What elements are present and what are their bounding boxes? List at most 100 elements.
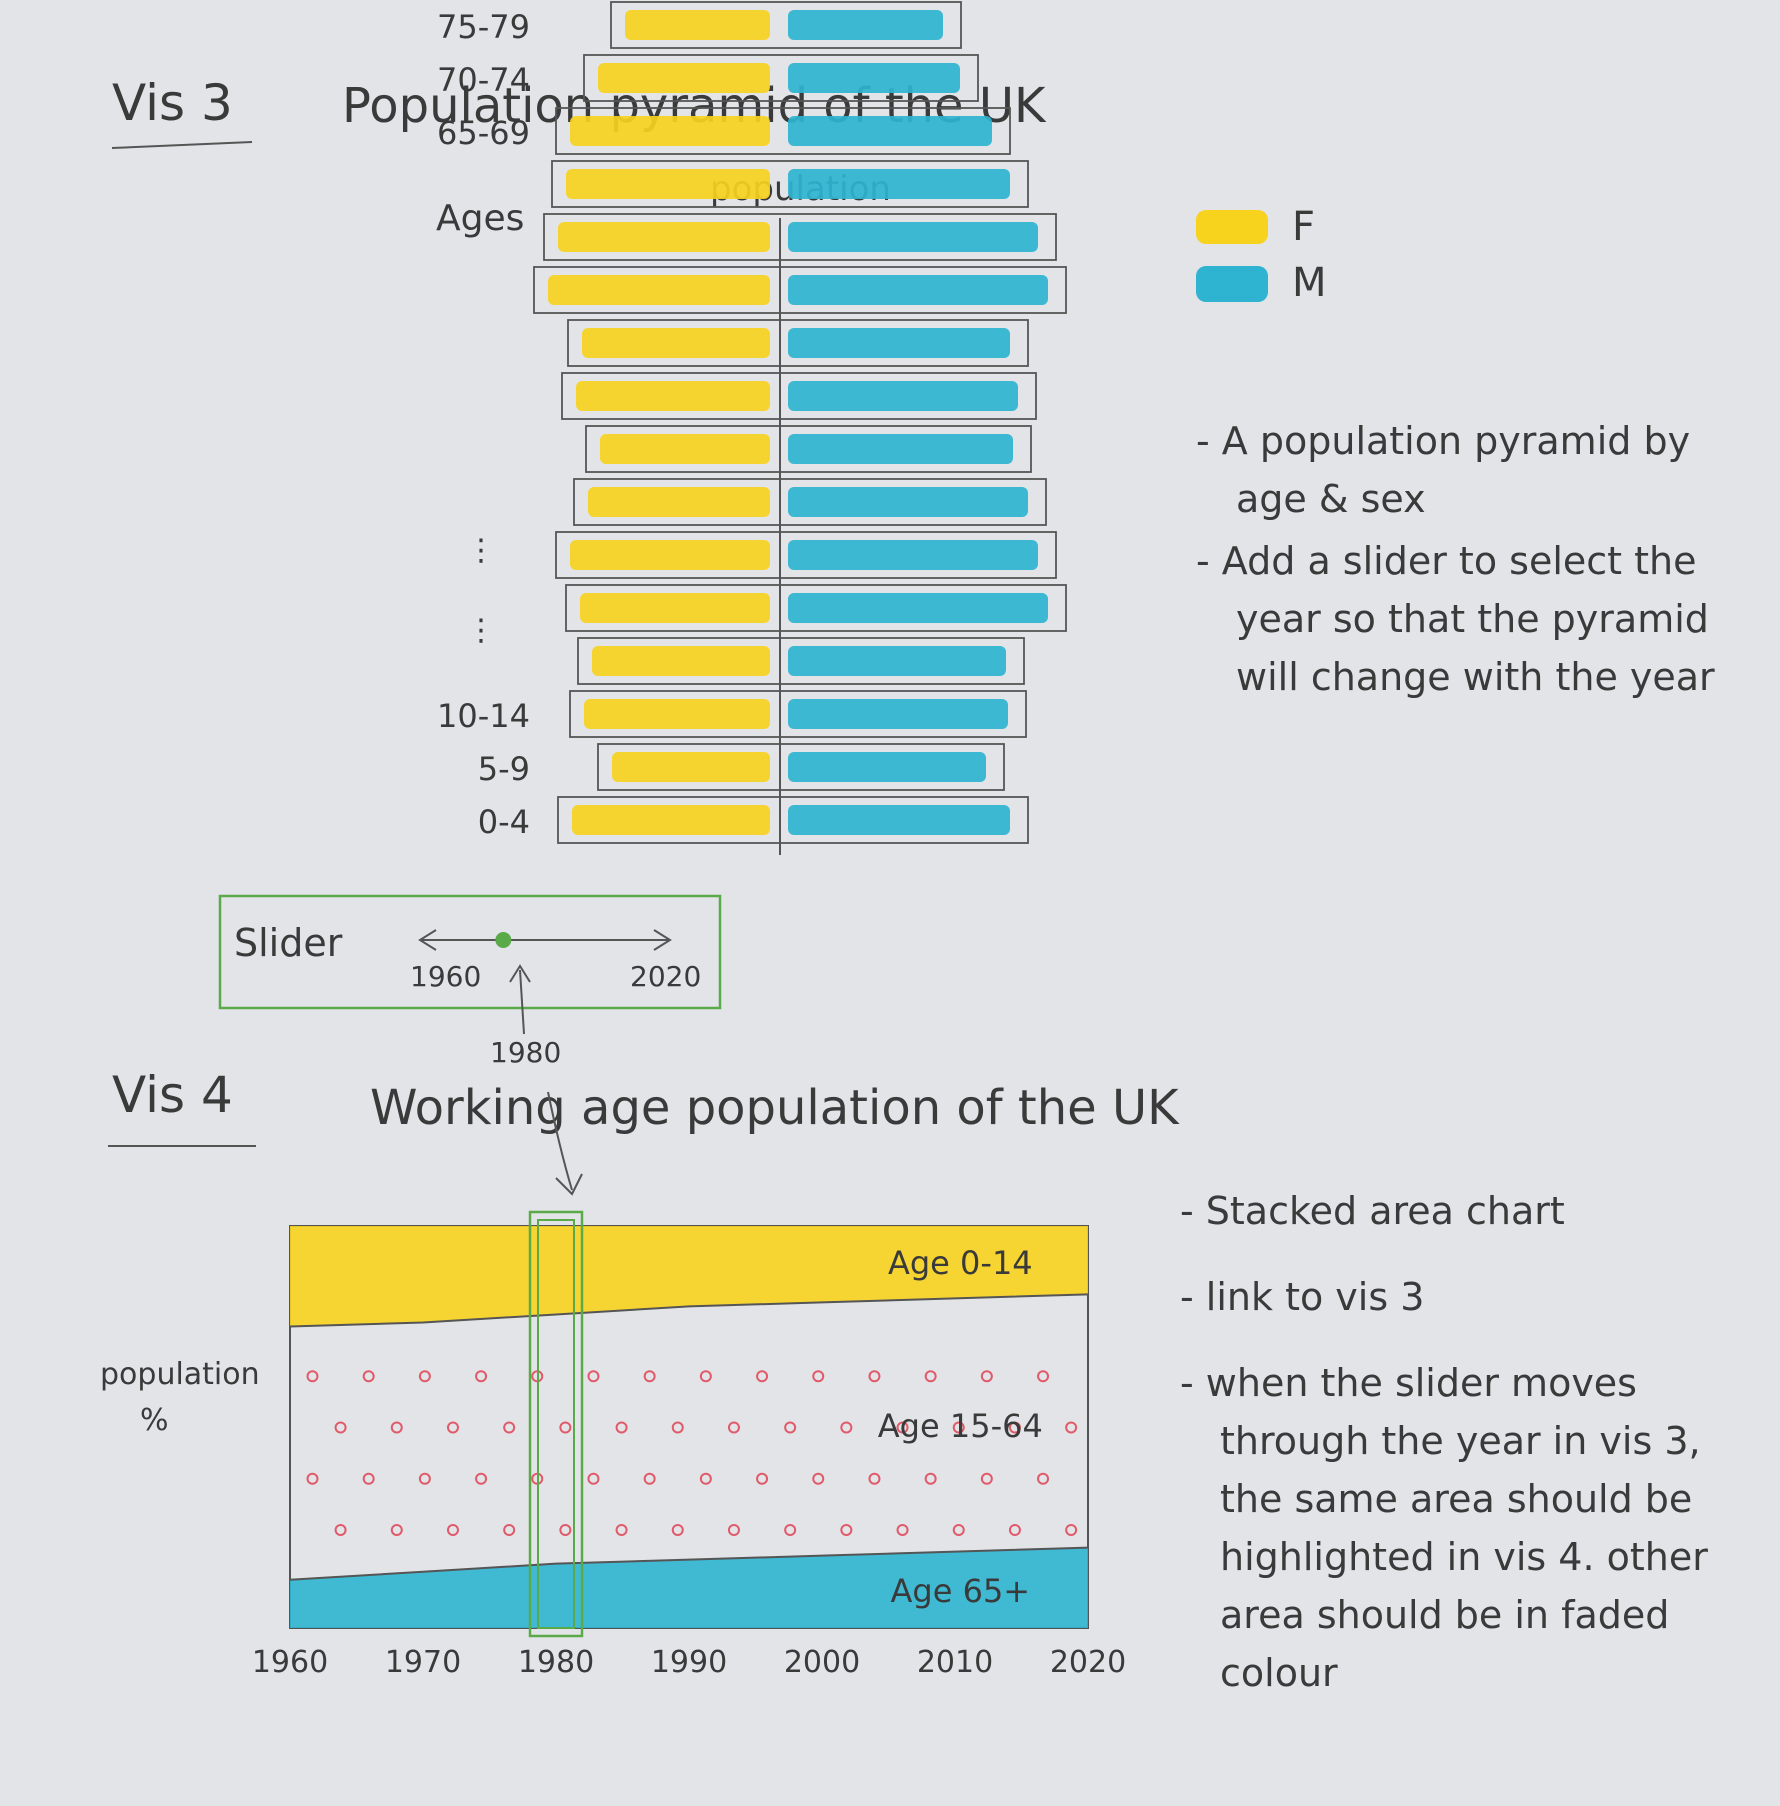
pyramid-bar-m-10-14 [788, 699, 1008, 729]
area-x-tick: 1970 [385, 1645, 461, 1680]
area-band-age-65plus[interactable] [290, 1547, 1088, 1628]
pyramid-bar-m-75-79 [788, 10, 943, 40]
area-dot [756, 1472, 769, 1485]
pyramid-row-outline-25-29 [555, 531, 1057, 579]
vis4-note-1: - Stacked area chart [1180, 1189, 1565, 1233]
area-dot [475, 1472, 488, 1485]
area-dot [952, 1524, 965, 1537]
pyramid-bar-m-60-64 [788, 169, 1010, 199]
area-band-age-0-14[interactable] [290, 1226, 1088, 1327]
area-dot [812, 1370, 825, 1383]
pyramid-bar-m-35-39 [788, 434, 1013, 464]
slider-max-label: 2020 [630, 960, 701, 993]
slider-handle[interactable] [495, 932, 512, 948]
pyramid-row-outline-45-49 [567, 319, 1029, 367]
pyramid-bar-f-25-29 [570, 540, 770, 570]
pyramid-bar-f-30-34 [588, 487, 770, 517]
area-boundary-65plus [289, 1546, 1089, 1581]
pyramid-row-outline-70-74 [583, 54, 979, 102]
pyramid-bar-m-50-54 [788, 275, 1048, 305]
area-dot [334, 1421, 347, 1434]
area-dot [980, 1472, 993, 1485]
pyramid-bar-m-20-24 [788, 593, 1048, 623]
pyramid-row-outline-10-14 [569, 690, 1027, 738]
pyramid-bar-m-70-74 [788, 63, 960, 93]
pyramid-bar-m-0-4 [788, 805, 1010, 835]
age-ellipsis-1: ⋮ [466, 533, 496, 568]
vis4-label: Vis 4 [112, 1066, 233, 1124]
pyramid-bar-f-50-54 [548, 275, 770, 305]
area-dot [615, 1524, 628, 1537]
area-dot [559, 1421, 572, 1434]
area-dot [475, 1370, 488, 1383]
slider-track[interactable] [418, 929, 672, 951]
area-dot [924, 1370, 937, 1383]
area-dot [418, 1472, 431, 1485]
pyramid-bar-m-55-59 [788, 222, 1038, 252]
area-x-tick: 1990 [651, 1645, 727, 1680]
area-dot [362, 1472, 375, 1485]
legend-label-m: M [1292, 260, 1327, 306]
area-dot [643, 1472, 656, 1485]
area-dot [812, 1472, 825, 1485]
pyramid-bar-m-65-69 [788, 116, 992, 146]
area-dot [1037, 1370, 1050, 1383]
area-dot [334, 1524, 347, 1537]
pyramid-bar-f-45-49 [582, 328, 770, 358]
area-dot [1037, 1472, 1050, 1485]
pyramid-bar-f-55-59 [558, 222, 770, 252]
pyramid-bar-m-40-44 [788, 381, 1018, 411]
pyramid-bar-f-70-74 [598, 63, 770, 93]
pyramid-row-outline-55-59 [543, 213, 1057, 261]
area-dot [362, 1370, 375, 1383]
area-x-ticks: 1960 1970 1980 1990 2000 2010 2020 [252, 1645, 1126, 1680]
area-dot [1008, 1524, 1021, 1537]
pyramid-bar-m-45-49 [788, 328, 1010, 358]
area-dot [587, 1472, 600, 1485]
vis4-note-3: - when the slider moves through the year… [1180, 1361, 1708, 1695]
area-dot [615, 1421, 628, 1434]
vis4-notes: - Stacked area chart - link to vis 3 - w… [1180, 1182, 1760, 1706]
area-dot [840, 1524, 853, 1537]
area-dot [756, 1370, 769, 1383]
area-x-tick: 1960 [252, 1645, 328, 1680]
pyramid-row-outline-20-24 [565, 584, 1067, 632]
selected-year-arrow [509, 964, 531, 1035]
pyramid-bar-f-35-39 [600, 434, 770, 464]
selected-year-label: 1980 [490, 1036, 561, 1069]
age-label: 10-14 [437, 697, 530, 735]
year-highlight-inner [537, 1219, 575, 1629]
pyramid-bar-m-25-29 [788, 540, 1038, 570]
area-boundary-0-14 [289, 1293, 1089, 1328]
pyramid-row-outline-40-44 [561, 372, 1037, 420]
area-dot [896, 1524, 909, 1537]
pyramid-bar-f-65-69 [570, 116, 770, 146]
vis3-note-1: - A population pyramid by age & sex [1196, 419, 1691, 521]
age-label: 75-79 [437, 8, 530, 46]
pyramid-row-outline-50-54 [533, 266, 1067, 314]
area-x-tick: 1980 [518, 1645, 594, 1680]
pyramid-bar-f-5-9 [612, 752, 770, 782]
stacked-area-chart: Age 0-14 Age 15-64 Age 65+ [289, 1210, 1089, 1638]
vis3-label-underline [111, 141, 253, 149]
slider-min-label: 1960 [410, 960, 481, 993]
pyramid-bar-f-10-14 [584, 699, 770, 729]
link-arrow [547, 1091, 583, 1196]
area-dot [727, 1524, 740, 1537]
pyramid-bars [533, 1, 1067, 844]
pyramid-bar-m-5-9 [788, 752, 986, 782]
pyramid-row-outline-35-39 [585, 425, 1032, 473]
vis3-notes: - A population pyramid by age & sex - Ad… [1196, 412, 1756, 710]
age-label: 70-74 [437, 61, 530, 99]
vis4-note-2: - link to vis 3 [1180, 1275, 1425, 1319]
pyramid-row-outline-0-4 [557, 796, 1029, 844]
area-dot [306, 1472, 319, 1485]
pyramid-row-outline-60-64 [551, 160, 1029, 208]
area-dot [390, 1421, 403, 1434]
area-dot [727, 1421, 740, 1434]
area-dot [896, 1421, 909, 1434]
area-dot [446, 1421, 459, 1434]
area-dot [868, 1472, 881, 1485]
age-ellipsis-2: ⋮ [466, 613, 496, 648]
